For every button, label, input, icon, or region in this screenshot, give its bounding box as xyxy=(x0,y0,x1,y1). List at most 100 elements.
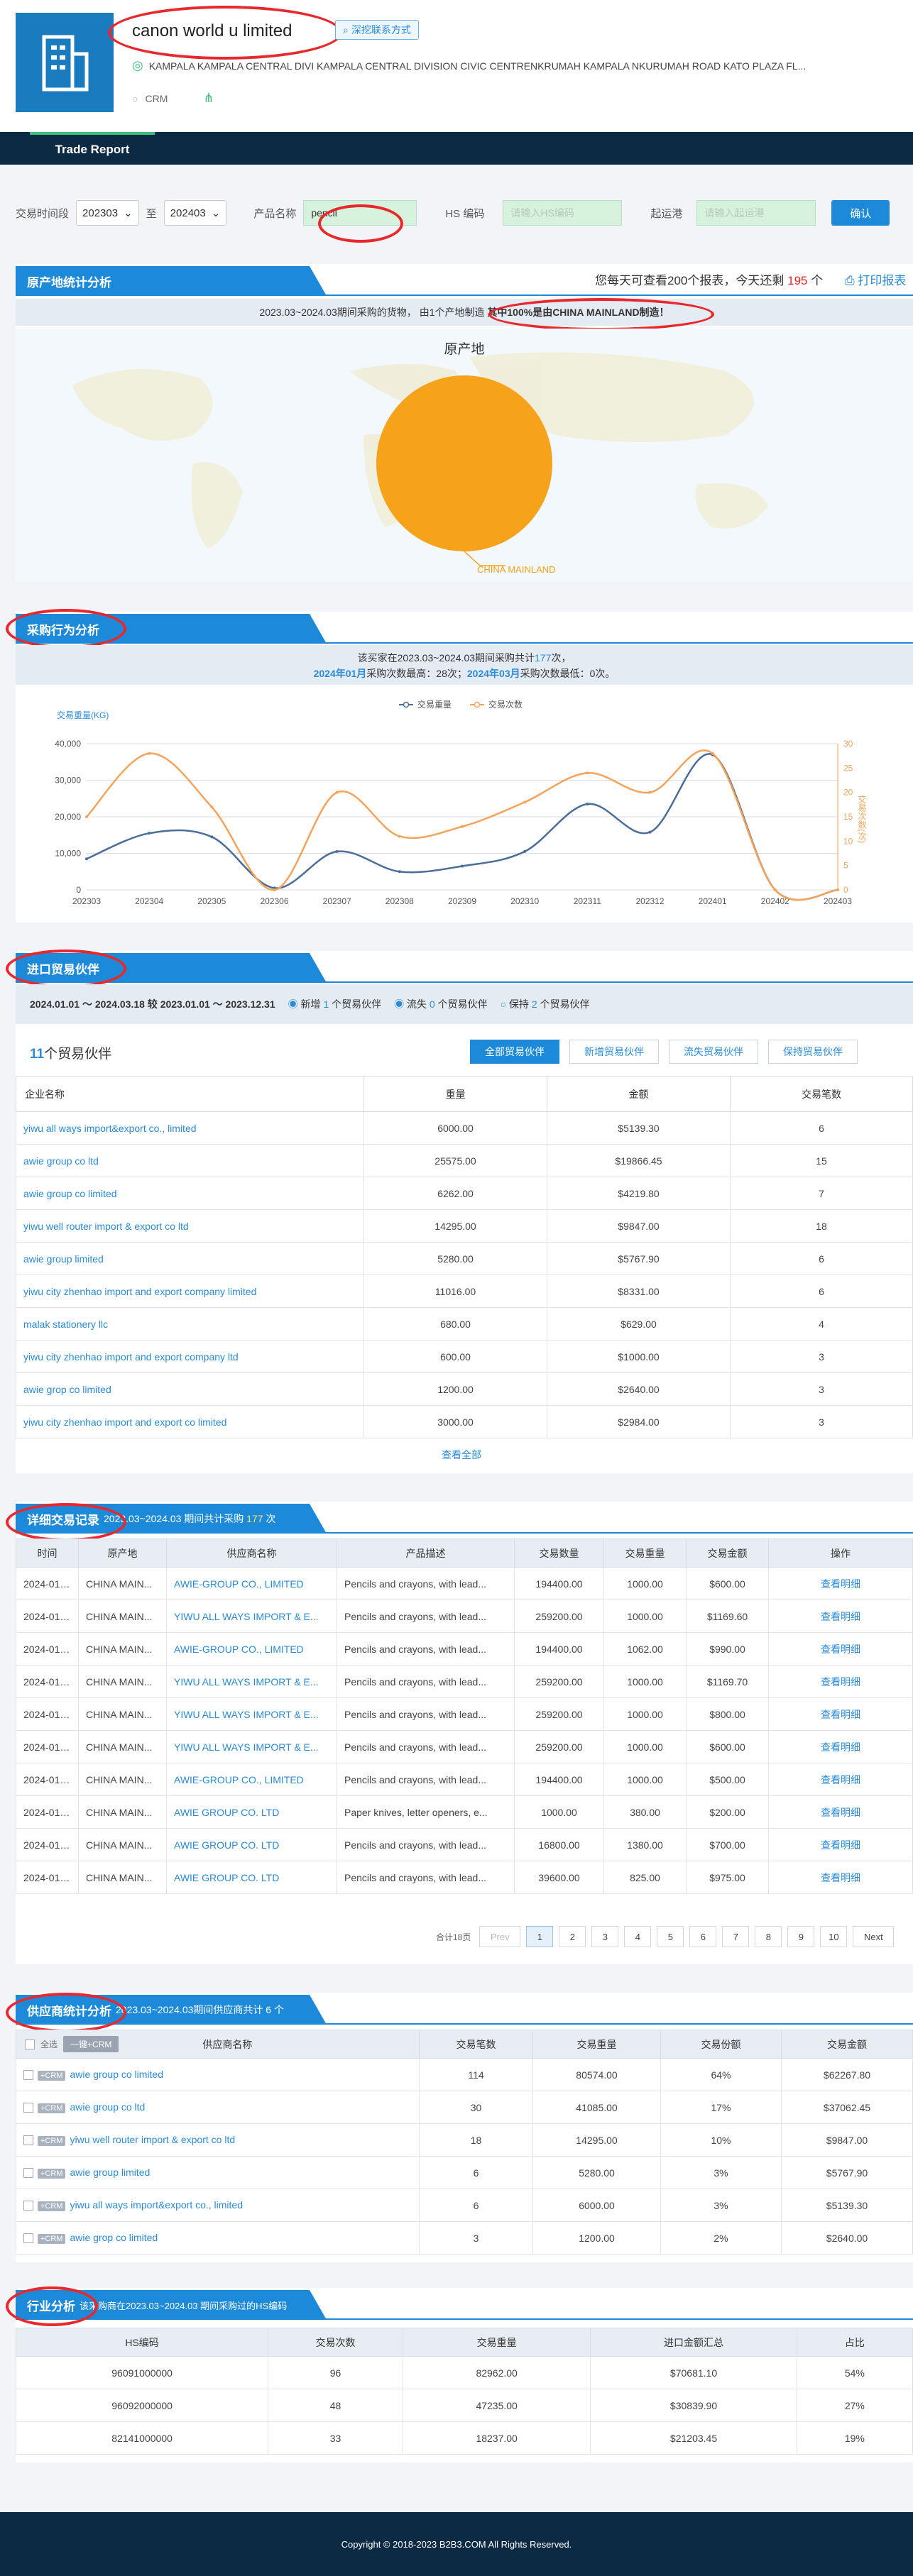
lost-partners-stat[interactable]: ◉ 流失 0 个贸易伙伴 xyxy=(394,998,488,1010)
select-all-checkbox[interactable] xyxy=(25,2039,35,2049)
view-detail-link[interactable]: 查看明细 xyxy=(768,1697,913,1731)
view-detail-link[interactable]: 查看明细 xyxy=(768,1763,913,1796)
add-crm-tag[interactable]: +CRM xyxy=(38,2136,66,2146)
supplier-name-link[interactable]: awie group limited xyxy=(70,2167,151,2178)
supplier-link[interactable]: AWIE GROUP CO. LTD xyxy=(166,1861,337,1894)
period-from-select[interactable]: 202303 ⌄ xyxy=(76,200,139,226)
supplier-name-link[interactable]: awie group co limited xyxy=(70,2069,163,2080)
view-detail-link[interactable]: 查看明细 xyxy=(768,1632,913,1666)
data-point[interactable] xyxy=(523,849,527,853)
data-point[interactable] xyxy=(648,830,652,834)
data-point[interactable] xyxy=(148,832,151,835)
period-to-select[interactable]: 202403 ⌄ xyxy=(163,200,227,226)
page-button[interactable]: 6 xyxy=(689,1926,717,1947)
data-point[interactable] xyxy=(773,888,777,891)
supplier-link[interactable]: AWIE GROUP CO. LTD xyxy=(166,1828,337,1861)
data-point[interactable] xyxy=(85,857,88,861)
supplier-link[interactable]: AWIE-GROUP CO., LIMITED xyxy=(166,1632,337,1666)
supplier-link[interactable]: AWIE-GROUP CO., LIMITED xyxy=(166,1567,337,1600)
dig-contact-button[interactable]: ⌕ 深挖联系方式 xyxy=(335,20,419,40)
supplier-name-link[interactable]: awie group co ltd xyxy=(70,2101,146,2113)
tab-kept-partners[interactable]: 保持贸易伙伴 xyxy=(768,1040,858,1064)
page-button[interactable]: 3 xyxy=(591,1926,619,1947)
view-detail-link[interactable]: 查看明细 xyxy=(768,1665,913,1698)
data-point[interactable] xyxy=(586,802,589,805)
legend-label[interactable]: 交易重量 xyxy=(417,699,452,710)
page-button[interactable]: 10 xyxy=(820,1926,848,1947)
data-point[interactable] xyxy=(210,805,214,809)
add-crm-tag[interactable]: +CRM xyxy=(38,2071,66,2081)
supplier-name-link[interactable]: awie grop co limited xyxy=(70,2232,158,2243)
data-point[interactable] xyxy=(648,791,652,794)
share-icon[interactable]: ⋔ xyxy=(203,91,214,105)
view-detail-link[interactable]: 查看明细 xyxy=(768,1861,913,1894)
partner-name-link[interactable]: awie group co limited xyxy=(16,1177,364,1210)
tab-all-partners[interactable]: 全部贸易伙伴 xyxy=(470,1040,559,1064)
data-point[interactable] xyxy=(523,800,527,804)
page-button[interactable]: 8 xyxy=(755,1926,782,1947)
partner-name-link[interactable]: yiwu city zhenhao import and export co l… xyxy=(16,1405,364,1438)
row-checkbox[interactable] xyxy=(23,2233,33,2244)
page-button[interactable]: 1 xyxy=(526,1926,554,1947)
data-point[interactable] xyxy=(836,888,839,891)
new-partners-stat[interactable]: ◉ 新增 1 个贸易伙伴 xyxy=(288,998,382,1010)
view-detail-link[interactable]: 查看明细 xyxy=(768,1567,913,1600)
data-point[interactable] xyxy=(148,752,151,755)
row-checkbox[interactable] xyxy=(23,2103,33,2113)
data-point[interactable] xyxy=(273,888,276,891)
row-checkbox[interactable] xyxy=(23,2135,33,2146)
tab-lost-partners[interactable]: 流失贸易伙伴 xyxy=(669,1040,758,1064)
crm-link[interactable]: CRM xyxy=(145,92,168,104)
page-button[interactable]: 5 xyxy=(657,1926,684,1947)
add-crm-tag[interactable]: +CRM xyxy=(38,2234,66,2244)
partner-name-link[interactable]: awie grop co limited xyxy=(16,1372,364,1406)
hs-input[interactable]: 请输入HS编码 xyxy=(503,200,623,226)
data-point[interactable] xyxy=(335,791,339,794)
pie-slice-china-mainland[interactable] xyxy=(376,375,552,551)
next-page-button[interactable]: Next xyxy=(853,1926,895,1947)
add-crm-tag[interactable]: +CRM xyxy=(38,2201,66,2211)
data-point[interactable] xyxy=(398,835,401,838)
data-point[interactable] xyxy=(461,864,464,868)
partner-name-link[interactable]: yiwu city zhenhao import and export comp… xyxy=(16,1275,364,1308)
tab-trade-report[interactable]: Trade Report xyxy=(30,132,155,165)
page-button[interactable]: 2 xyxy=(559,1926,586,1947)
supplier-link[interactable]: YIWU ALL WAYS IMPORT & E... xyxy=(166,1730,337,1763)
supplier-link[interactable]: YIWU ALL WAYS IMPORT & E... xyxy=(166,1697,337,1731)
print-report-link[interactable]: ⎙ 打印报表 xyxy=(845,274,907,287)
partner-name-link[interactable]: malak stationery llc xyxy=(16,1307,364,1341)
supplier-link[interactable]: YIWU ALL WAYS IMPORT & E... xyxy=(166,1600,337,1633)
supplier-link[interactable]: AWIE GROUP CO. LTD xyxy=(166,1795,337,1829)
partner-name-link[interactable]: awie group co ltd xyxy=(16,1144,364,1177)
port-input[interactable]: 请输入起运港 xyxy=(696,200,816,226)
data-point[interactable] xyxy=(210,835,214,839)
data-point[interactable] xyxy=(85,815,88,818)
page-button[interactable]: 4 xyxy=(624,1926,652,1947)
partner-name-link[interactable]: yiwu well router import & export co ltd xyxy=(16,1209,364,1243)
supplier-name-link[interactable]: yiwu all ways import&export co., limited xyxy=(70,2199,244,2211)
supplier-link[interactable]: YIWU ALL WAYS IMPORT & E... xyxy=(166,1665,337,1698)
view-all-link[interactable]: 查看全部 xyxy=(442,1449,481,1460)
data-point[interactable] xyxy=(461,825,464,828)
data-point[interactable] xyxy=(711,752,714,755)
view-detail-link[interactable]: 查看明细 xyxy=(768,1795,913,1829)
data-point[interactable] xyxy=(586,771,589,775)
row-checkbox[interactable] xyxy=(23,2168,33,2179)
view-detail-link[interactable]: 查看明细 xyxy=(768,1828,913,1861)
page-button[interactable]: 9 xyxy=(787,1926,815,1947)
kept-partners-stat[interactable]: ○ 保持 2 个贸易伙伴 xyxy=(500,998,590,1010)
tab-new-partners[interactable]: 新增贸易伙伴 xyxy=(569,1040,659,1064)
partner-name-link[interactable]: yiwu city zhenhao import and export comp… xyxy=(16,1340,364,1373)
supplier-link[interactable]: AWIE-GROUP CO., LIMITED xyxy=(166,1763,337,1796)
data-point[interactable] xyxy=(335,849,339,853)
supplier-name-link[interactable]: yiwu well router import & export co ltd xyxy=(70,2134,236,2145)
add-crm-tag[interactable]: +CRM xyxy=(38,2169,66,2179)
row-checkbox[interactable] xyxy=(23,2201,33,2211)
legend-label[interactable]: 交易次数 xyxy=(488,699,523,710)
add-crm-tag[interactable]: +CRM xyxy=(38,2103,66,2113)
view-detail-link[interactable]: 查看明细 xyxy=(768,1600,913,1633)
data-point[interactable] xyxy=(398,870,401,874)
partner-name-link[interactable]: yiwu all ways import&export co., limited xyxy=(16,1111,364,1145)
confirm-button[interactable]: 确认 xyxy=(831,200,890,226)
prev-page-button[interactable]: Prev xyxy=(479,1926,521,1947)
